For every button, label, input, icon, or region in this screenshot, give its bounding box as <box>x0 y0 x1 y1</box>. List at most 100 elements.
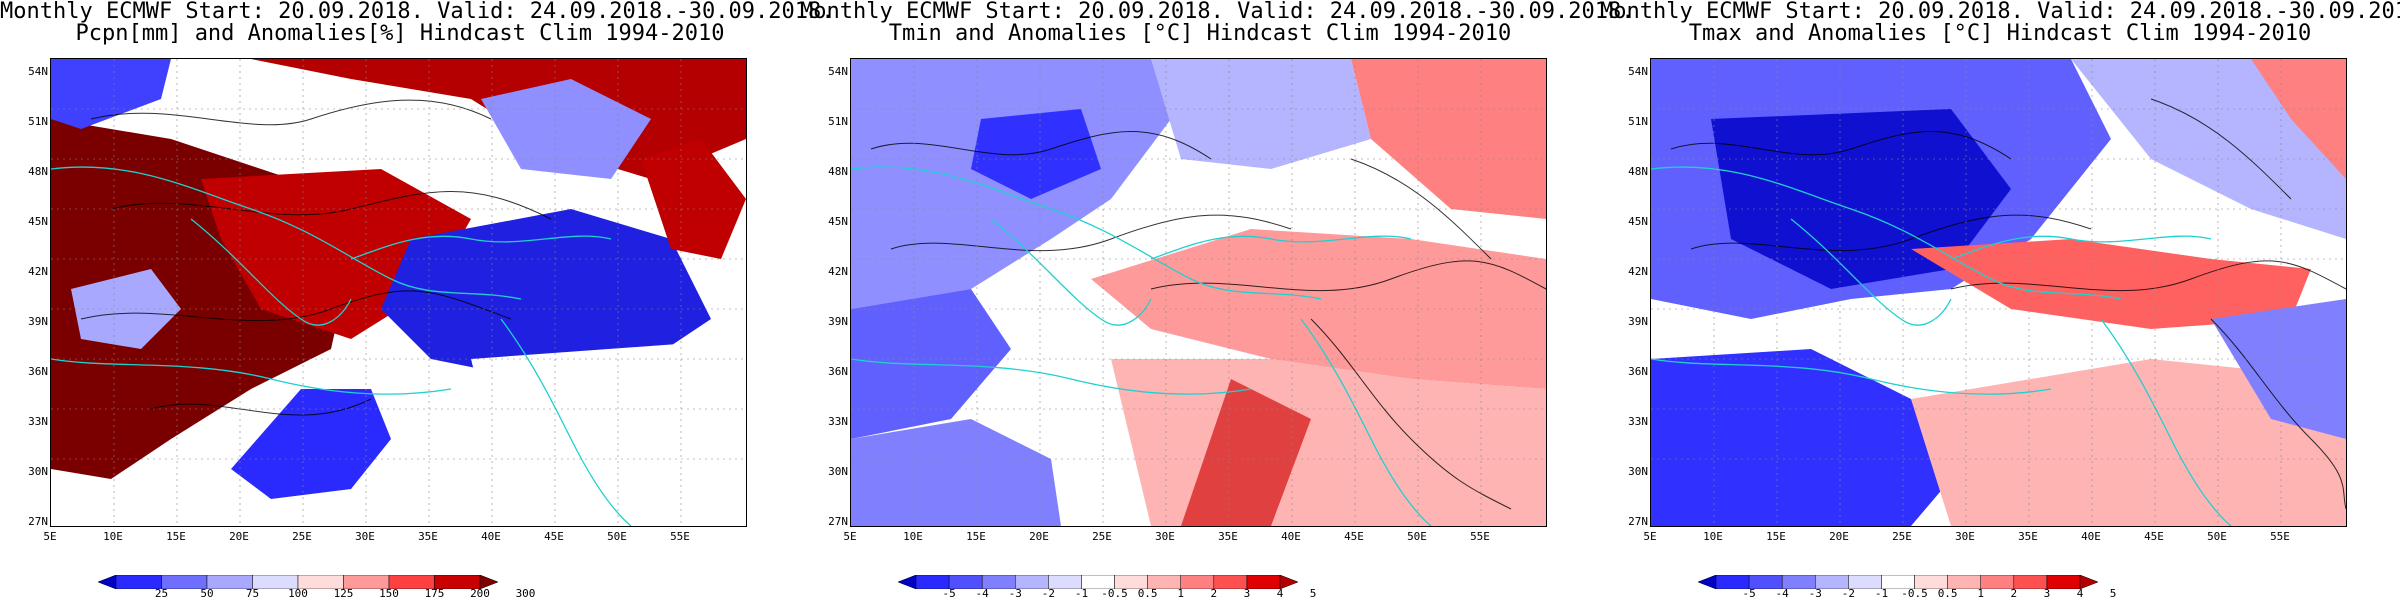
tmin-map <box>851 59 1546 526</box>
colorbar-swatches <box>1697 574 2099 590</box>
lat-label: 36N <box>28 365 48 378</box>
lon-label: 40E <box>2081 530 2101 543</box>
colorbar-tick-label: 25 <box>154 587 169 600</box>
map-area <box>50 58 747 527</box>
lon-label: 45E <box>544 530 564 543</box>
lat-label: 39N <box>28 315 48 328</box>
colorbar-tick-label: 4 <box>2076 587 2084 600</box>
lat-label: 30N <box>1628 465 1648 478</box>
lat-label: 45N <box>28 215 48 228</box>
colorbar-tick-label: 1 <box>1177 587 1185 600</box>
colorbar-tick-label: 1 <box>1977 587 1985 600</box>
lat-label: 27N <box>28 515 48 528</box>
colorbar-tick-label: 0.5 <box>1137 587 1158 600</box>
panel-title-line2: Tmax and Anomalies [°C] Hindcast Clim 19… <box>1688 21 2312 46</box>
lat-label: 33N <box>1628 415 1648 428</box>
panel-title-line2: Pcpn[mm] and Anomalies[%] Hindcast Clim … <box>75 21 725 46</box>
lat-label: 30N <box>828 465 848 478</box>
colorbar-tick-label: 2 <box>1210 587 1218 600</box>
lat-label: 27N <box>1628 515 1648 528</box>
colorbar-tick-label: 3 <box>1243 587 1251 600</box>
colorbar-swatch <box>479 574 499 590</box>
colorbar-tick-label: -4 <box>975 587 989 600</box>
lat-label: 33N <box>28 415 48 428</box>
lat-label: 54N <box>1628 65 1648 78</box>
colorbar-tick-label: -2 <box>1041 587 1055 600</box>
colorbar-tick-label: 5 <box>1309 587 1317 600</box>
tmax-map <box>1651 59 2346 526</box>
lon-label: 10E <box>1703 530 1723 543</box>
colorbar <box>897 574 1299 590</box>
colorbar-swatch <box>1980 574 2015 590</box>
colorbar-swatch <box>1279 574 1299 590</box>
colorbar-tick-label: 100 <box>288 587 308 600</box>
lat-label: 36N <box>828 365 848 378</box>
colorbar-tick-label: 3 <box>2043 587 2051 600</box>
lon-label: 20E <box>229 530 249 543</box>
lat-label: 39N <box>828 315 848 328</box>
colorbar-tick-label: 50 <box>200 587 214 600</box>
panel-precipitation: Monthly ECMWF Start: 20.09.2018. Valid: … <box>0 0 835 600</box>
lon-label: 35E <box>418 530 438 543</box>
lon-label: 55E <box>2270 530 2290 543</box>
lat-label: 42N <box>1628 265 1648 278</box>
colorbar-tick-label: -4 <box>1775 587 1789 600</box>
colorbar-tick-label: -3 <box>1008 587 1022 600</box>
lon-label: 20E <box>1829 530 1849 543</box>
colorbar-swatch <box>1213 574 1248 590</box>
colorbar-tick-label: -2 <box>1841 587 1855 600</box>
lon-label: 40E <box>481 530 501 543</box>
map-area <box>850 58 1547 527</box>
colorbar-swatch <box>1697 574 1717 590</box>
lon-label: 45E <box>2144 530 2164 543</box>
lat-label: 51N <box>828 115 848 128</box>
colorbar-tick-label: 200 <box>470 587 490 600</box>
colorbar-swatch <box>897 574 917 590</box>
lon-label: 25E <box>1092 530 1112 543</box>
lat-label: 42N <box>28 265 48 278</box>
lat-label: 51N <box>28 115 48 128</box>
colorbar-swatch <box>2079 574 2099 590</box>
lon-label: 25E <box>292 530 312 543</box>
colorbar-swatches <box>97 574 499 590</box>
lon-label: 5E <box>1643 530 1657 543</box>
colorbar-tick-label: -3 <box>1808 587 1822 600</box>
lon-label: 35E <box>2018 530 2038 543</box>
map-area <box>1650 58 2347 527</box>
lat-label: 48N <box>828 165 848 178</box>
colorbar <box>1697 574 2099 590</box>
colorbar-tick-label: -0.5 <box>1101 587 1128 600</box>
colorbar-tick-label: -5 <box>942 587 956 600</box>
lon-label: 20E <box>1029 530 1049 543</box>
colorbar-tick-label: -5 <box>1742 587 1756 600</box>
colorbar-tick-label: 4 <box>1276 587 1284 600</box>
lon-label: 30E <box>355 530 375 543</box>
colorbar-tick-label: 5 <box>2109 587 2117 600</box>
lat-label: 36N <box>1628 365 1648 378</box>
lon-label: 30E <box>1155 530 1175 543</box>
lat-label: 45N <box>1628 215 1648 228</box>
colorbar-tick-label: 75 <box>245 587 260 600</box>
colorbar-swatch <box>97 574 117 590</box>
lon-label: 25E <box>1892 530 1912 543</box>
lat-label: 51N <box>1628 115 1648 128</box>
colorbar-tick-label: -1 <box>1874 587 1889 600</box>
colorbar-swatch <box>2013 574 2048 590</box>
lon-label: 35E <box>1218 530 1238 543</box>
lon-label: 50E <box>2207 530 2227 543</box>
lat-label: 48N <box>28 165 48 178</box>
lon-label: 50E <box>1407 530 1427 543</box>
panel-title-line1: Monthly ECMWF Start: 20.09.2018. Valid: … <box>0 0 835 24</box>
lat-label: 54N <box>28 65 48 78</box>
lon-label: 30E <box>1955 530 1975 543</box>
colorbar-tick-label: 2 <box>2010 587 2018 600</box>
lon-label: 15E <box>1766 530 1786 543</box>
lat-label: 45N <box>828 215 848 228</box>
precipitation-map <box>51 59 746 526</box>
lat-label: 48N <box>1628 165 1648 178</box>
lat-label: 33N <box>828 415 848 428</box>
lon-label: 15E <box>166 530 186 543</box>
lat-label: 54N <box>828 65 848 78</box>
lon-label: 15E <box>966 530 986 543</box>
colorbar-tick-label: -1 <box>1074 587 1089 600</box>
